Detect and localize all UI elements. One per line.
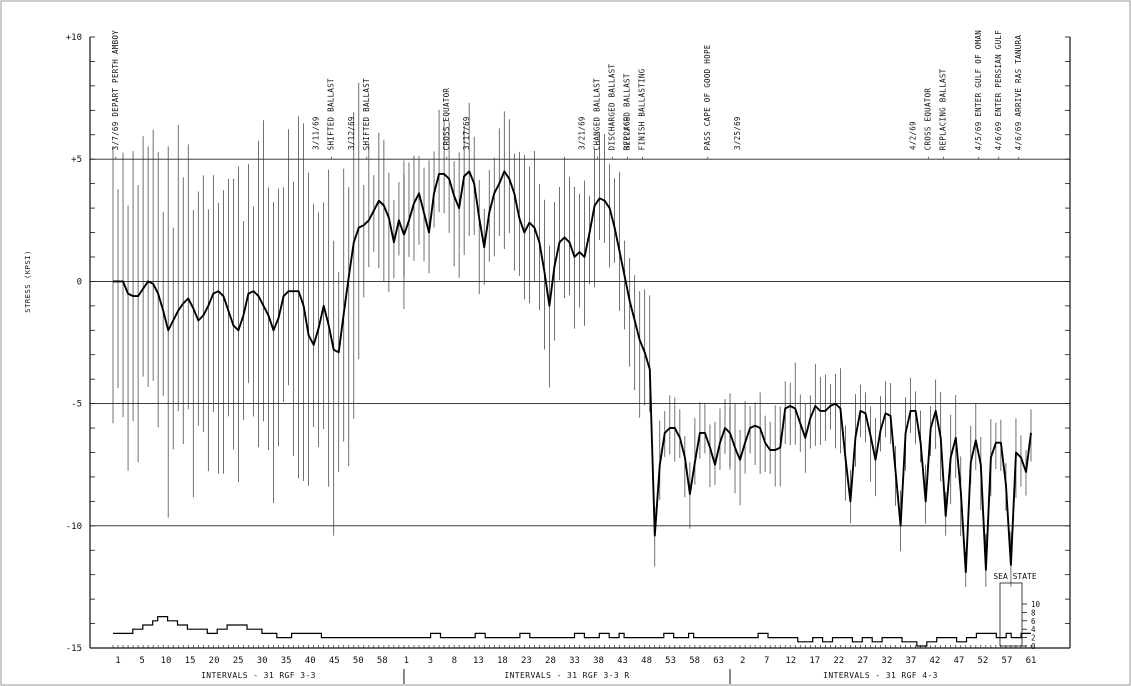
x-tick-label: 12 — [785, 656, 796, 666]
mean-stress-series — [113, 171, 1031, 572]
x-tick-label: 52 — [978, 656, 989, 666]
x-tick-label: 57 — [1002, 656, 1013, 666]
y-tick-label: +5 — [71, 155, 82, 165]
event-annotation: 3/21/69 — [578, 116, 587, 150]
x-tick-label: 43 — [617, 656, 628, 666]
sea-state-tick-label: 6 — [1031, 617, 1036, 626]
event-annotation: 4/2/69 — [909, 121, 918, 150]
x-tick-label: 22 — [833, 656, 844, 666]
event-annotation: - CHANGED BALLAST — [593, 78, 602, 160]
x-tick-label: 40 — [305, 656, 316, 666]
interval-sections: INTERVALS - 31 RGF 3-3 INTERVALS - 31 RGF… — [201, 669, 938, 684]
event-annotation: - SHIFTED BALLAST — [327, 78, 336, 160]
x-tick-label: 1 — [404, 656, 409, 666]
event-annotation: - DISCHARGED BALLAST — [608, 64, 617, 160]
x-tick-label: 20 — [209, 656, 220, 666]
x-tick-label: 47 — [953, 656, 964, 666]
y-axis-label: STRESS (KPSI) — [24, 250, 32, 313]
x-tick-label: 32 — [881, 656, 892, 666]
sea-state-label: SEA STATE — [993, 572, 1037, 581]
event-annotation: 3/22/69 — [623, 116, 632, 150]
x-tick-label: 35 — [281, 656, 292, 666]
mean-stress-line — [404, 171, 730, 535]
x-tick-label: 17 — [809, 656, 820, 666]
stress-range-bars — [113, 83, 1031, 587]
x-tick-label: 58 — [689, 656, 700, 666]
right-axis — [1065, 37, 1070, 648]
x-tick-label: 27 — [857, 656, 868, 666]
event-annotation: 3/11/69 — [312, 116, 321, 150]
x-tick-label: 48 — [641, 656, 652, 666]
x-tick-label: 8 — [452, 656, 457, 666]
x-tick-label: 15 — [185, 656, 196, 666]
interval-section-label: INTERVALS - 31 RGF 3-3 — [201, 671, 316, 680]
event-annotation: - SHIFTED BALLAST — [362, 78, 371, 160]
event-annotation: - PASS CAPE OF GOOD HOPE — [703, 44, 712, 160]
x-tick-label: 50 — [353, 656, 364, 666]
x-tick-label: 7 — [764, 656, 769, 666]
x-tick-label: 42 — [929, 656, 940, 666]
x-tick-label: 2 — [740, 656, 745, 666]
y-tick-label: -15 — [66, 644, 82, 654]
x-tick-label: 30 — [257, 656, 268, 666]
event-annotation: - 4/6/69 ARRIVE RAS TANURA — [1014, 35, 1023, 160]
interval-section-label: INTERVALS - 31 RGF 3-3 R — [504, 671, 629, 680]
interval-section-label: INTERVALS - 31 RGF 4-3 — [823, 671, 938, 680]
y-axis: +10 +5 0 -5 -10 -15 — [66, 33, 95, 654]
event-annotation: - CROSS EQUATOR — [924, 88, 933, 160]
y-tick-label: -5 — [71, 400, 82, 410]
sea-state-line — [113, 617, 1031, 646]
x-tick-label: 45 — [329, 656, 340, 666]
x-tick-label: 1 — [115, 656, 120, 666]
sea-state-tick-label: 8 — [1031, 608, 1036, 617]
event-annotation: 3/17/69 — [462, 116, 471, 150]
y-tick-label: +10 — [66, 33, 82, 43]
x-tick-label: 58 — [377, 656, 388, 666]
x-tick-label: 33 — [569, 656, 580, 666]
event-annotation: - REPLACING BALLAST — [939, 68, 948, 160]
x-tick-label: 18 — [497, 656, 508, 666]
y-tick-label: 0 — [77, 277, 82, 287]
x-tick-label: 3 — [428, 656, 433, 666]
event-annotations: - 3/7/69 DEPART PERTH AMBOY - SHIFTED BAL… — [111, 30, 1023, 160]
event-annotation: 3/25/69 — [733, 116, 742, 150]
sea-state-tick-label: 10 — [1031, 600, 1041, 609]
x-tick-label: 23 — [521, 656, 532, 666]
x-tick-label: 38 — [593, 656, 604, 666]
event-annotation: - 4/5/69 ENTER GULF OF OMAN — [974, 30, 983, 160]
x-tick-label: 61 — [1026, 656, 1037, 666]
x-tick-label: 5 — [139, 656, 144, 666]
sea-state-tick-label: 4 — [1031, 625, 1036, 634]
x-tick-label: 28 — [545, 656, 556, 666]
x-tick-label: 13 — [473, 656, 484, 666]
event-annotation: - 3/7/69 DEPART PERTH AMBOY — [111, 30, 120, 160]
x-tick-label: 25 — [233, 656, 244, 666]
sea-state-tick-label: 0 — [1031, 642, 1036, 651]
x-tick-label: 53 — [665, 656, 676, 666]
event-annotation: - 4/6/69 ENTER PERSIAN GULF — [994, 30, 1003, 160]
event-annotation: - CROSS EQUATOR — [442, 88, 451, 160]
event-annotation: - FINISH BALLASTING — [638, 68, 647, 160]
x-tick-label: 37 — [905, 656, 916, 666]
x-axis: 1 5 10 15 20 25 30 35 40 45 50 58 1 3 8 13 18 23 28 33 38 43 4… — [90, 645, 1070, 666]
sea-state-tick-label: 2 — [1031, 634, 1036, 643]
x-tick-label: 10 — [161, 656, 172, 666]
event-annotation: 3/12/69 — [347, 116, 356, 150]
y-tick-label: -10 — [66, 522, 82, 532]
x-tick-label: 63 — [713, 656, 724, 666]
